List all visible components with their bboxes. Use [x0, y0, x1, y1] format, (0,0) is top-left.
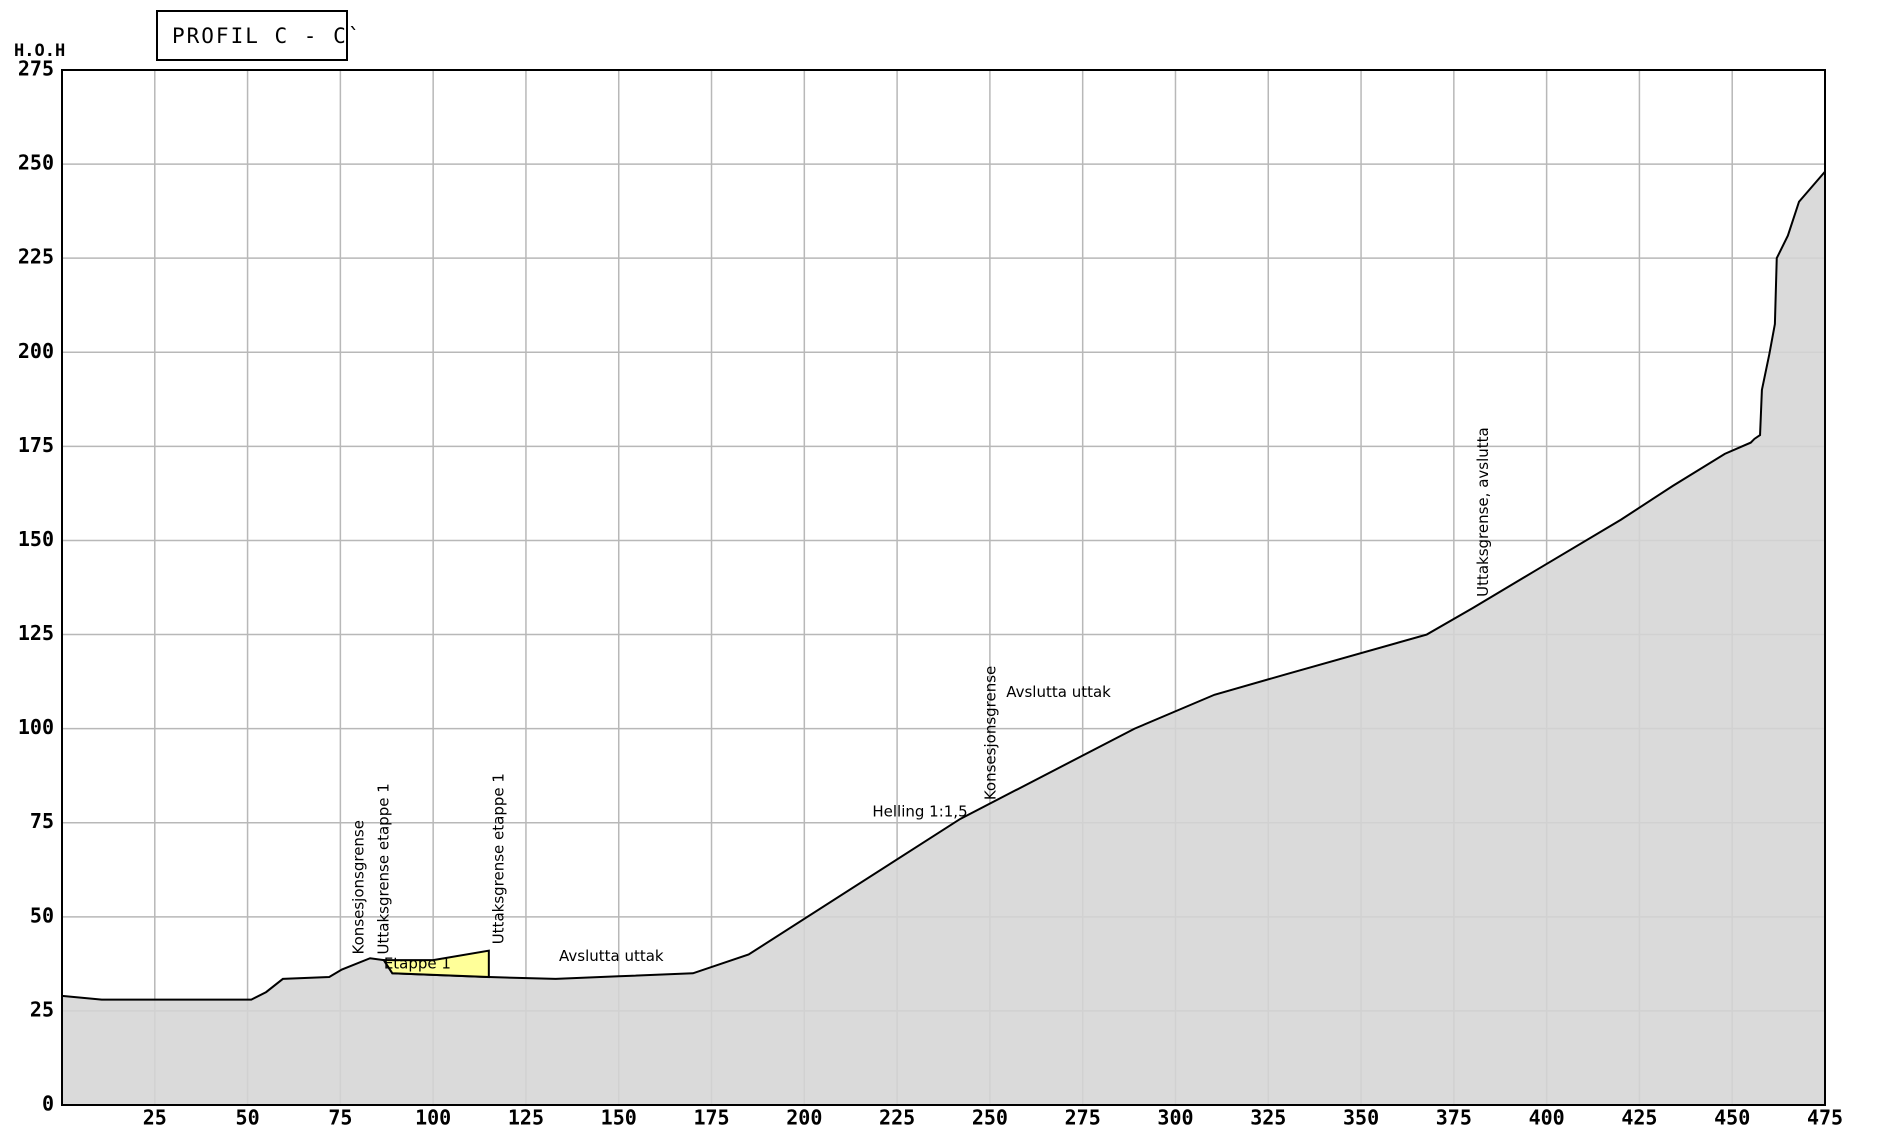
x-tick-label: 425 — [1621, 1106, 1657, 1130]
area-overlay — [62, 171, 1825, 1106]
x-tick-label: 250 — [972, 1106, 1008, 1130]
y-tick-label: 150 — [18, 527, 54, 551]
y-tick-label: 250 — [18, 151, 54, 175]
x-tick-label: 25 — [143, 1106, 167, 1130]
annotation: Avslutta uttak — [1006, 683, 1111, 701]
y-tick-label: 175 — [18, 433, 54, 457]
annotation: Uttaksgrense etappe 1 — [489, 773, 507, 944]
y-tick-label: 125 — [18, 621, 54, 645]
x-tick-label: 475 — [1807, 1106, 1843, 1130]
annotation: Helling 1:1,5 — [872, 803, 967, 821]
y-tick-label: 25 — [30, 997, 54, 1021]
x-tick-label: 375 — [1436, 1106, 1472, 1130]
x-tick-label: 175 — [693, 1106, 729, 1130]
y-tick-label: 200 — [18, 339, 54, 363]
x-tick-label: 350 — [1343, 1106, 1379, 1130]
x-tick-label: 200 — [786, 1106, 822, 1130]
x-tick-label: 100 — [415, 1106, 451, 1130]
chart-title: PROFIL C - C` — [172, 24, 362, 48]
x-tick-label: 275 — [1065, 1106, 1101, 1130]
y-tick-label: 0 — [42, 1092, 54, 1116]
annotation: Avslutta uttak — [559, 947, 664, 965]
y-tick-label: 50 — [30, 903, 54, 927]
x-tick-label: 225 — [879, 1106, 915, 1130]
annotation: Uttaksgrense, avslutta — [1474, 427, 1492, 597]
annotation: Uttaksgrense etappe 1 — [374, 783, 392, 954]
annotation: Konsesjonsgrense — [982, 666, 1000, 800]
x-tick-label: 300 — [1157, 1106, 1193, 1130]
x-tick-label: 400 — [1529, 1106, 1565, 1130]
series-label: Etappe 1 — [384, 955, 451, 973]
etappe-area — [381, 949, 490, 979]
y-tick-label: 275 — [18, 57, 54, 81]
y-tick-label: 75 — [30, 809, 54, 833]
annotation: Konsesjonsgrense — [349, 820, 367, 954]
x-tick-label: 125 — [508, 1106, 544, 1130]
y-tick-label: 225 — [18, 245, 54, 269]
x-tick-label: 75 — [328, 1106, 352, 1130]
y-axis-label: H.O.H — [14, 41, 65, 61]
terrain-line — [61, 170, 1826, 1001]
title-box — [156, 10, 348, 61]
y-tick-label: 100 — [18, 715, 54, 739]
plot-frame — [61, 69, 1826, 1106]
x-tick-label: 150 — [601, 1106, 637, 1130]
x-tick-label: 450 — [1714, 1106, 1750, 1130]
x-tick-label: 325 — [1250, 1106, 1286, 1130]
x-tick-label: 50 — [236, 1106, 260, 1130]
